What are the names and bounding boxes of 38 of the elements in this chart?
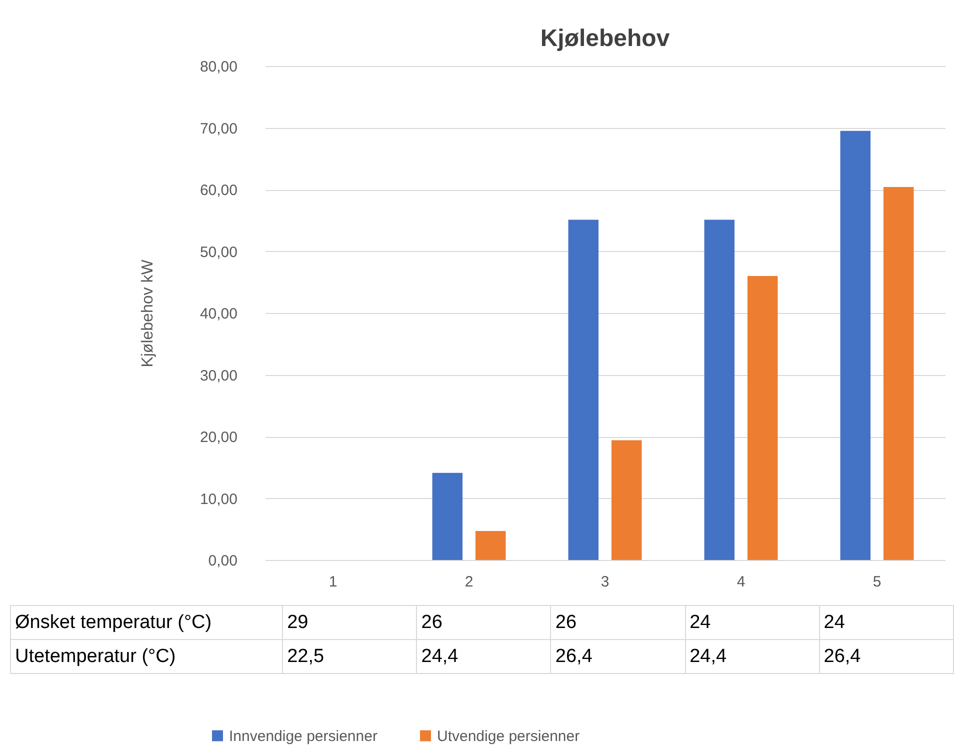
bar <box>747 276 778 560</box>
text: 24 <box>685 606 820 640</box>
text: 24,4 <box>685 640 820 674</box>
bar <box>568 220 599 560</box>
text: 26 <box>416 606 551 640</box>
text: Utetemperatur (°C) <box>10 640 283 674</box>
y-tick-label: 0,00 <box>208 552 238 570</box>
bar <box>432 472 463 560</box>
bar <box>475 530 506 560</box>
y-tick-label: 30,00 <box>200 367 238 384</box>
y-axis-title: Kjølebehov kW <box>140 258 156 368</box>
x-tick-label: 4 <box>736 574 746 590</box>
y-tick-label: 40,00 <box>200 306 238 322</box>
bar <box>611 440 642 560</box>
x-tick-label: 2 <box>464 574 474 590</box>
y-tick-label: 10,00 <box>200 490 238 508</box>
legend-label: Innvendige persienner <box>229 728 378 745</box>
text: 24,4 <box>416 640 551 674</box>
bar <box>704 220 735 560</box>
x-tick-label: 1 <box>328 574 338 590</box>
text: 22,5 <box>282 640 417 674</box>
y-tick-label: 80,00 <box>200 58 238 76</box>
text: 26,4 <box>819 640 954 674</box>
text: 26 <box>550 606 686 640</box>
y-tick-label: 20,00 <box>200 429 238 446</box>
x-tick-label: 5 <box>872 574 882 590</box>
x-tick-label: 3 <box>600 574 610 590</box>
legend-label: Utvendige persienner <box>437 728 580 745</box>
chart-title: Kjølebehov <box>540 25 670 52</box>
bar <box>883 187 914 560</box>
y-tick-label: 70,00 <box>200 120 238 138</box>
text: 24 <box>819 606 954 640</box>
text: Ønsket temperatur (°C) <box>10 606 283 640</box>
y-tick-label: 60,00 <box>200 182 238 199</box>
text: 29 <box>282 606 417 640</box>
bar <box>840 130 871 560</box>
text: 26,4 <box>550 640 686 674</box>
y-tick-label: 50,00 <box>200 244 238 261</box>
